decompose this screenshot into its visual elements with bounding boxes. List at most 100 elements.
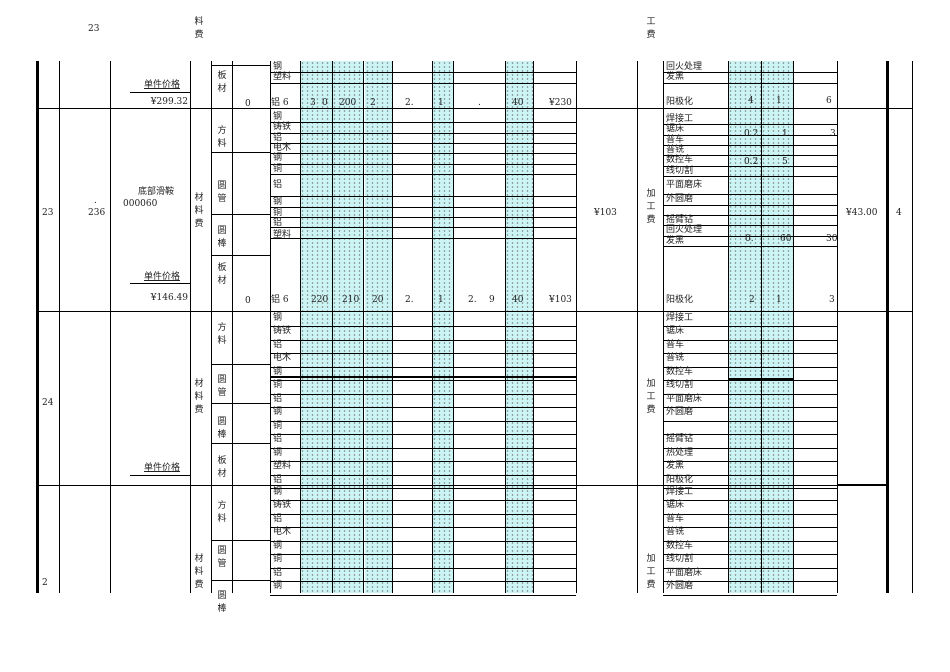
grid-line: [576, 61, 577, 593]
row-separator: [36, 485, 837, 486]
process-type-label: 普车: [666, 134, 685, 145]
process-type-label: 数控车: [666, 540, 694, 551]
row-separator: [837, 484, 886, 486]
material-value: 0: [322, 98, 328, 108]
material-value: 2: [370, 98, 376, 108]
cell-line: [270, 227, 576, 229]
process-value: 1: [776, 96, 782, 106]
grid-line: [886, 61, 889, 593]
process-value: 3: [830, 129, 836, 139]
cell-line: [211, 403, 270, 404]
process-value: 60: [780, 234, 792, 244]
process-value: 0.2: [744, 157, 759, 167]
cell-line: [663, 594, 837, 596]
row-number: 2: [42, 578, 48, 588]
rod-material-label: 圆 棒: [217, 591, 227, 614]
grid-line: [59, 61, 60, 593]
material-type-label: 铸铁: [273, 326, 292, 337]
code-value: 236: [88, 208, 106, 218]
cell-line: [270, 163, 576, 165]
cell-line: [270, 461, 576, 463]
process-type-label: 普车: [666, 513, 685, 524]
cell-line: [270, 554, 576, 556]
material-type-label: 铝: [273, 434, 283, 445]
process-type-label: 普铣: [666, 353, 685, 364]
cell-line: [663, 540, 837, 542]
process-fee-group: 加 工 费: [646, 554, 656, 590]
cell-line: [211, 255, 270, 256]
cell-line: [270, 594, 576, 596]
process-type-label: 普铣: [666, 144, 685, 155]
cell-line: [663, 134, 837, 136]
cell-line: [270, 488, 576, 490]
cell-line: [270, 353, 576, 355]
sheet-material-label: 板 材: [217, 456, 227, 479]
cell-line: [211, 364, 270, 365]
material-value: 3: [310, 98, 316, 108]
cell-line: [270, 581, 576, 583]
process-type-label: 阳极化: [666, 295, 694, 305]
process-type-label: 阳极化: [666, 97, 694, 107]
cell-line: [270, 500, 576, 502]
material-type-label: 塑料: [273, 229, 292, 240]
sheet-material-label: 板 材: [217, 71, 227, 94]
cell-line: [663, 124, 837, 126]
cell-line: [270, 567, 576, 569]
tube-material-label: 圆 管: [217, 181, 227, 204]
cell-line: [663, 420, 837, 422]
cell-line: [663, 567, 837, 569]
material-type-label: 钢: [273, 197, 283, 208]
material-type-label: 钢: [273, 313, 283, 323]
process-type-label: 外圆磨: [666, 581, 694, 592]
process-type-label: 数控车: [666, 155, 694, 166]
aluminum-6-label: 铝 6: [271, 295, 289, 305]
process-type-label: 摇臂钻: [666, 434, 694, 445]
cell-line: [663, 165, 837, 167]
process-value: 2: [749, 295, 755, 305]
grid-line: [837, 61, 838, 593]
material-fee-group: 材 料 费: [194, 193, 204, 229]
cell-line: [270, 420, 576, 422]
cell-line: [270, 196, 576, 198]
material-type-label: 铜: [273, 380, 283, 391]
cell-line: [663, 447, 837, 449]
cell-line: [270, 447, 576, 449]
process-type-label: 锯床: [666, 326, 685, 337]
material-total: ¥103: [594, 208, 617, 218]
grid-line: [232, 61, 233, 593]
material-type-label: 铝: [273, 393, 283, 404]
process-type-label: 外圆磨: [666, 194, 694, 205]
cell-line: [663, 155, 837, 157]
material-type-label: 钢: [273, 62, 283, 72]
material-value: 40: [512, 295, 524, 305]
cell-line: [211, 580, 270, 581]
cell-line: [211, 152, 270, 153]
cell-line: [663, 434, 837, 436]
material-type-label: 铸铁: [273, 500, 292, 511]
cell-line: [663, 82, 837, 84]
grid-line: [36, 61, 39, 593]
square-material-label: 方 料: [217, 126, 227, 149]
rod-material-label: 圆 棒: [217, 417, 227, 440]
process-type-label: 外圆磨: [666, 407, 694, 418]
process-type-label: 焊接工: [666, 487, 694, 497]
process-type-label: 摇臂钻: [666, 214, 694, 225]
material-type-label: 铝: [273, 218, 283, 229]
cell-line: [663, 339, 837, 341]
process-type-label: 线切割: [666, 165, 694, 176]
quantity: 4: [896, 208, 902, 218]
material-value: 1: [438, 295, 444, 305]
process-type-label: 平面磨床: [666, 393, 703, 404]
process-value: 5: [782, 157, 788, 167]
material-type-label: 电木: [273, 527, 292, 538]
square-material-label: 方 料: [217, 501, 227, 524]
cell-line: [663, 194, 837, 196]
process-type-label: 焊接工: [666, 313, 694, 323]
cell-line: [663, 554, 837, 556]
square-material-label: 方 料: [217, 323, 227, 346]
unit-price-label: 单件价格: [144, 463, 181, 473]
cell-line: [663, 245, 837, 247]
cell-line: [663, 488, 837, 490]
cell-line: [663, 380, 837, 382]
cell-line: [663, 407, 837, 409]
